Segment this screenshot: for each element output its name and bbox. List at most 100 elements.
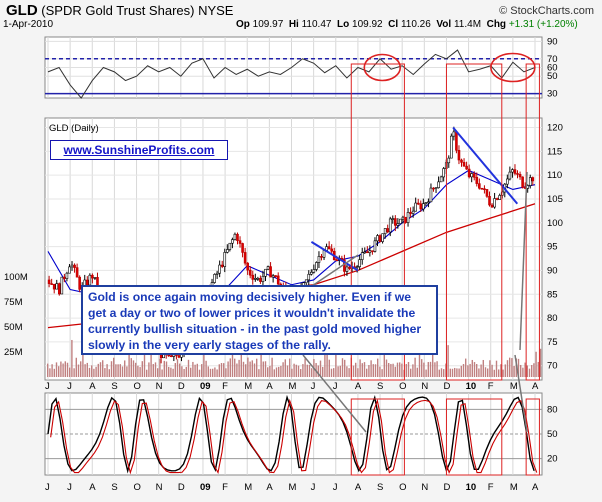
volume-bar [84, 364, 86, 377]
volume-bar [260, 345, 262, 377]
volume-bar [216, 369, 218, 377]
volume-bar [220, 362, 223, 377]
x-tick-label: 09 [200, 381, 211, 392]
candle-body [462, 162, 466, 167]
volume-bar [467, 365, 469, 377]
candle-body [254, 278, 257, 280]
candle-body [470, 173, 473, 178]
candle-body [343, 259, 346, 272]
candle-body [472, 173, 476, 178]
volume-bar [117, 364, 119, 377]
volume-bar [352, 365, 355, 377]
x-tick-label: F [222, 482, 228, 493]
volume-bar [64, 361, 66, 377]
volume-bar [253, 363, 256, 377]
candle-body [88, 274, 92, 286]
volume-bar [520, 364, 522, 377]
volume-bar [432, 348, 434, 377]
candle-body [434, 187, 438, 189]
volume-bar [311, 368, 313, 377]
x-tick-label: N [421, 381, 428, 392]
candle-body [432, 187, 435, 190]
candle-body [70, 264, 74, 268]
site-banner[interactable]: www.SunshineProfits.com [50, 140, 228, 160]
candle-body [236, 233, 239, 241]
volume-bar [196, 363, 198, 377]
volume-bar [421, 359, 423, 377]
x-tick-label: N [156, 482, 163, 493]
volume-bar [238, 359, 240, 377]
volume-tick-label: 50M [4, 322, 23, 333]
x-tick-label: J [67, 381, 72, 392]
price-tick-label: 80 [547, 313, 558, 324]
x-tick-label: J [311, 482, 316, 493]
volume-bar [293, 363, 295, 377]
volume-bar [249, 361, 251, 377]
volume-bar [99, 362, 102, 377]
volume-bar [141, 361, 143, 377]
volume-bar [473, 362, 476, 377]
volume-bar [110, 361, 113, 377]
highlight-box-stoch [350, 398, 405, 476]
candle-body [419, 203, 423, 210]
candle-body [271, 275, 275, 278]
candle-body [73, 264, 76, 268]
stoch-tick-label: 50 [547, 429, 558, 440]
candle-body [261, 275, 265, 282]
volume-bar [139, 367, 141, 377]
stoch-tick-label: 20 [547, 454, 558, 465]
volume-bar [348, 368, 350, 377]
candle-body [65, 272, 69, 279]
volume-bar [115, 364, 117, 377]
rsi-line [47, 49, 536, 99]
candle-body [485, 189, 489, 197]
volume-tick-label: 75M [4, 297, 23, 308]
volume-bar [390, 363, 392, 377]
volume-bar [330, 368, 333, 377]
pointer-line [302, 354, 367, 433]
pointer-line [514, 354, 528, 433]
volume-bar [80, 361, 82, 377]
volume-bar [62, 363, 64, 377]
volume-bar [374, 364, 377, 377]
change-label: Chg [486, 19, 507, 30]
candle-body [335, 259, 339, 262]
candle-body [381, 233, 384, 242]
x-tick-label: A [355, 381, 362, 392]
volume-bar [533, 363, 535, 377]
volume-tick-label: 25M [4, 347, 23, 358]
volume-bar [170, 367, 172, 377]
volume-bar [498, 369, 500, 377]
x-tick-label: M [510, 381, 518, 392]
volume-bar [416, 367, 418, 377]
volume-bar [198, 369, 201, 377]
volume-bar [537, 361, 539, 377]
volume-bar [223, 363, 225, 377]
volume-bar [236, 363, 238, 377]
x-tick-label: J [45, 381, 50, 392]
candle-body [521, 176, 524, 188]
volume-bar [339, 365, 341, 377]
volume-bar [517, 358, 520, 377]
volume-bar [308, 364, 311, 377]
candle-body [330, 248, 333, 252]
volume-bar [322, 366, 324, 377]
volume-bar [302, 364, 304, 377]
close-value: 110.26 [400, 19, 431, 30]
candle-body [218, 264, 221, 274]
candle-body [345, 266, 349, 272]
volume-bar [399, 362, 401, 377]
price-panel-label: GLD (Daily) [49, 123, 99, 134]
candle-body [276, 275, 280, 285]
volume-bar [53, 368, 55, 377]
volume-value: 11.4M [453, 19, 482, 30]
candle-body [511, 169, 514, 173]
volume-bar [359, 359, 361, 377]
candle-body [447, 157, 451, 164]
rsi-tick-label: 60 [547, 63, 558, 74]
candle-body [493, 198, 496, 208]
candle-body [310, 271, 313, 275]
volume-bar [346, 366, 348, 377]
volume-bar [190, 367, 192, 377]
volume-bar [319, 360, 322, 377]
